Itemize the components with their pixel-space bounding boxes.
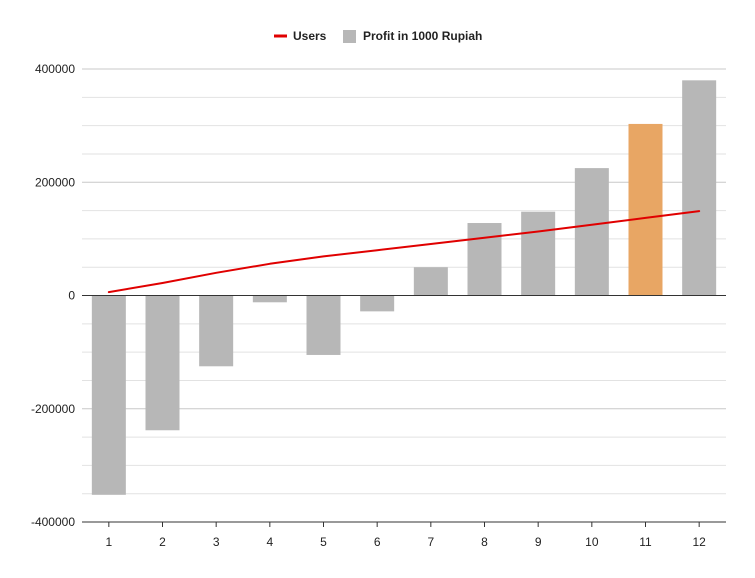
gridlines (82, 68, 726, 523)
profit-bar-5 (306, 295, 341, 355)
x-tick-label: 4 (266, 535, 273, 549)
line-series (107, 210, 701, 294)
y-tick-label: 0 (68, 289, 75, 303)
y-tick-label: 400000 (35, 62, 75, 76)
legend-profit-swatch (343, 30, 356, 43)
y-tick-labels: -400000 -200000 0 200000 400000 (31, 62, 75, 529)
y-tick-label: -400000 (31, 515, 75, 529)
profit-bar-8 (467, 223, 502, 296)
profit-bar-11 (628, 123, 663, 296)
x-tick-label: 3 (213, 535, 220, 549)
x-tick-label: 1 (105, 535, 112, 549)
bars (91, 80, 717, 495)
x-tick-label: 2 (159, 535, 166, 549)
profit-bar-2 (145, 295, 180, 431)
x-tick-label: 6 (374, 535, 381, 549)
profit-bar-4 (252, 295, 287, 303)
x-tick-labels: 1 2 3 4 5 6 7 8 9 10 11 12 (105, 535, 706, 549)
x-tick-label: 12 (692, 535, 706, 549)
users-line (107, 210, 701, 294)
legend-users-label: Users (293, 29, 327, 43)
x-tick-label: 5 (320, 535, 327, 549)
profit-bar-10 (574, 168, 609, 296)
profit-bar-3 (199, 295, 234, 367)
profit-bar-12 (682, 80, 717, 296)
legend: Users Profit in 1000 Rupiah (274, 29, 482, 43)
x-tick-label: 9 (535, 535, 542, 549)
y-tick-label: -200000 (31, 402, 75, 416)
profit-bar-9 (521, 211, 556, 296)
x-tick-label: 10 (585, 535, 599, 549)
profit-bar-6 (360, 295, 395, 312)
legend-profit-label: Profit in 1000 Rupiah (363, 29, 482, 43)
profit-bar-1 (91, 295, 126, 495)
x-tick-label: 7 (427, 535, 434, 549)
x-tick-label: 8 (481, 535, 488, 549)
x-tick-label: 11 (639, 535, 652, 549)
profit-bar-7 (413, 267, 448, 296)
y-tick-label: 200000 (35, 175, 75, 189)
axes (82, 295, 726, 527)
